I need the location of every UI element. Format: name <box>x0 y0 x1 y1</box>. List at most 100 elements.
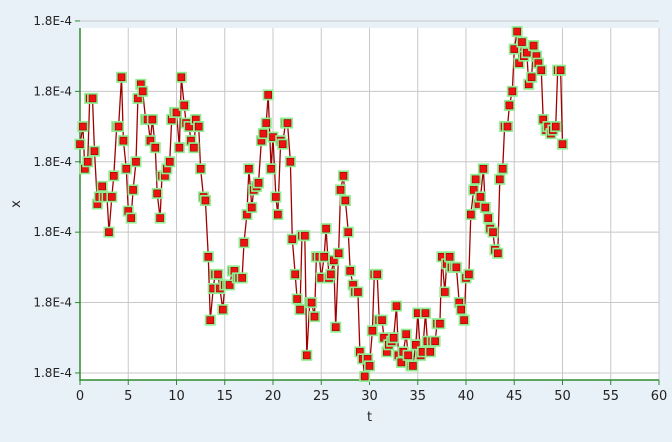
data-point <box>253 177 265 189</box>
data-point <box>173 142 185 154</box>
data-point-marker <box>264 91 272 99</box>
data-point <box>87 92 99 104</box>
data-point-marker <box>283 119 292 127</box>
x-tick-label: 60 <box>651 389 668 404</box>
data-point <box>289 268 301 280</box>
data-point-marker <box>505 101 514 110</box>
data-point-marker <box>421 309 430 317</box>
data-point-marker <box>190 143 198 152</box>
data-point <box>96 180 108 192</box>
data-point-marker <box>296 305 304 314</box>
data-point <box>270 191 282 203</box>
data-point-marker <box>274 210 282 219</box>
data-point <box>497 163 509 175</box>
data-point <box>193 121 205 133</box>
data-point <box>511 26 523 38</box>
data-point <box>391 300 403 312</box>
data-point-marker <box>286 157 295 166</box>
data-point <box>291 293 303 305</box>
data-point-marker <box>129 186 137 194</box>
data-point-marker <box>360 372 369 381</box>
data-point <box>236 272 248 284</box>
data-point <box>400 328 412 340</box>
data-point-marker <box>185 122 193 131</box>
data-point-marker <box>180 101 189 110</box>
data-point-marker <box>481 203 490 212</box>
y-tick-label: 1.8E-4 <box>33 155 72 169</box>
data-point-marker <box>177 73 186 82</box>
data-point <box>494 173 506 185</box>
data-point <box>308 311 320 323</box>
data-point <box>550 121 562 133</box>
data-point <box>306 297 318 309</box>
data-point <box>88 145 100 157</box>
data-point <box>424 346 436 358</box>
data-point <box>146 114 158 126</box>
data-point-marker <box>527 73 536 82</box>
data-point <box>286 233 298 245</box>
data-point-marker <box>302 351 311 360</box>
data-point-marker <box>513 27 521 36</box>
data-point-marker <box>537 66 546 75</box>
data-point <box>508 43 520 55</box>
data-point <box>407 360 419 372</box>
data-point <box>528 40 540 52</box>
y-tick-label: 1.8E-4 <box>33 84 72 98</box>
data-point-marker <box>254 179 263 187</box>
data-point <box>342 226 354 238</box>
data-point-marker <box>109 172 118 180</box>
data-point-marker <box>259 129 268 138</box>
data-point-marker <box>445 253 454 261</box>
data-point-marker <box>132 157 140 166</box>
data-point-marker <box>148 115 157 124</box>
data-point-marker <box>404 351 412 360</box>
data-point <box>284 156 296 168</box>
data-point <box>195 163 207 175</box>
data-point-marker <box>288 235 297 243</box>
data-point-marker <box>122 165 131 173</box>
data-point-marker <box>272 193 280 201</box>
data-point-marker <box>240 238 248 247</box>
x-tick-label: 40 <box>458 389 475 404</box>
x-tick-label: 35 <box>409 389 426 404</box>
data-point-marker <box>467 210 475 219</box>
data-point <box>479 202 491 214</box>
data-point-marker <box>354 288 362 296</box>
data-point <box>202 251 214 263</box>
data-point <box>224 279 236 291</box>
data-point <box>246 202 258 214</box>
data-point <box>294 304 306 316</box>
data-point <box>463 268 475 280</box>
data-point <box>301 349 313 361</box>
y-tick-label: 1.8E-4 <box>33 296 72 310</box>
data-point <box>199 194 211 206</box>
data-point <box>364 360 375 372</box>
data-point <box>337 170 349 182</box>
data-point-marker <box>373 270 382 279</box>
data-point-marker <box>510 45 519 53</box>
data-point-marker <box>151 143 160 152</box>
data-point <box>171 106 182 118</box>
data-point-marker <box>114 122 123 131</box>
data-point-marker <box>267 165 275 173</box>
data-point-marker <box>320 253 328 261</box>
data-point <box>410 339 422 351</box>
x-tick-label: 0 <box>76 389 84 404</box>
data-point <box>458 314 470 326</box>
data-point-marker <box>440 288 449 296</box>
data-point <box>238 237 250 249</box>
data-point <box>465 209 477 221</box>
data-point <box>127 184 139 196</box>
x-tick-label: 25 <box>313 389 330 404</box>
data-point <box>120 163 132 175</box>
data-point <box>366 325 378 337</box>
data-point <box>149 142 161 154</box>
y-tick-label: 1.8E-4 <box>33 225 72 239</box>
data-point <box>325 268 337 280</box>
data-point <box>359 370 371 382</box>
data-point-marker <box>278 140 287 148</box>
data-point-marker <box>529 41 538 50</box>
data-point-marker <box>471 175 480 184</box>
data-point-marker <box>341 196 350 205</box>
